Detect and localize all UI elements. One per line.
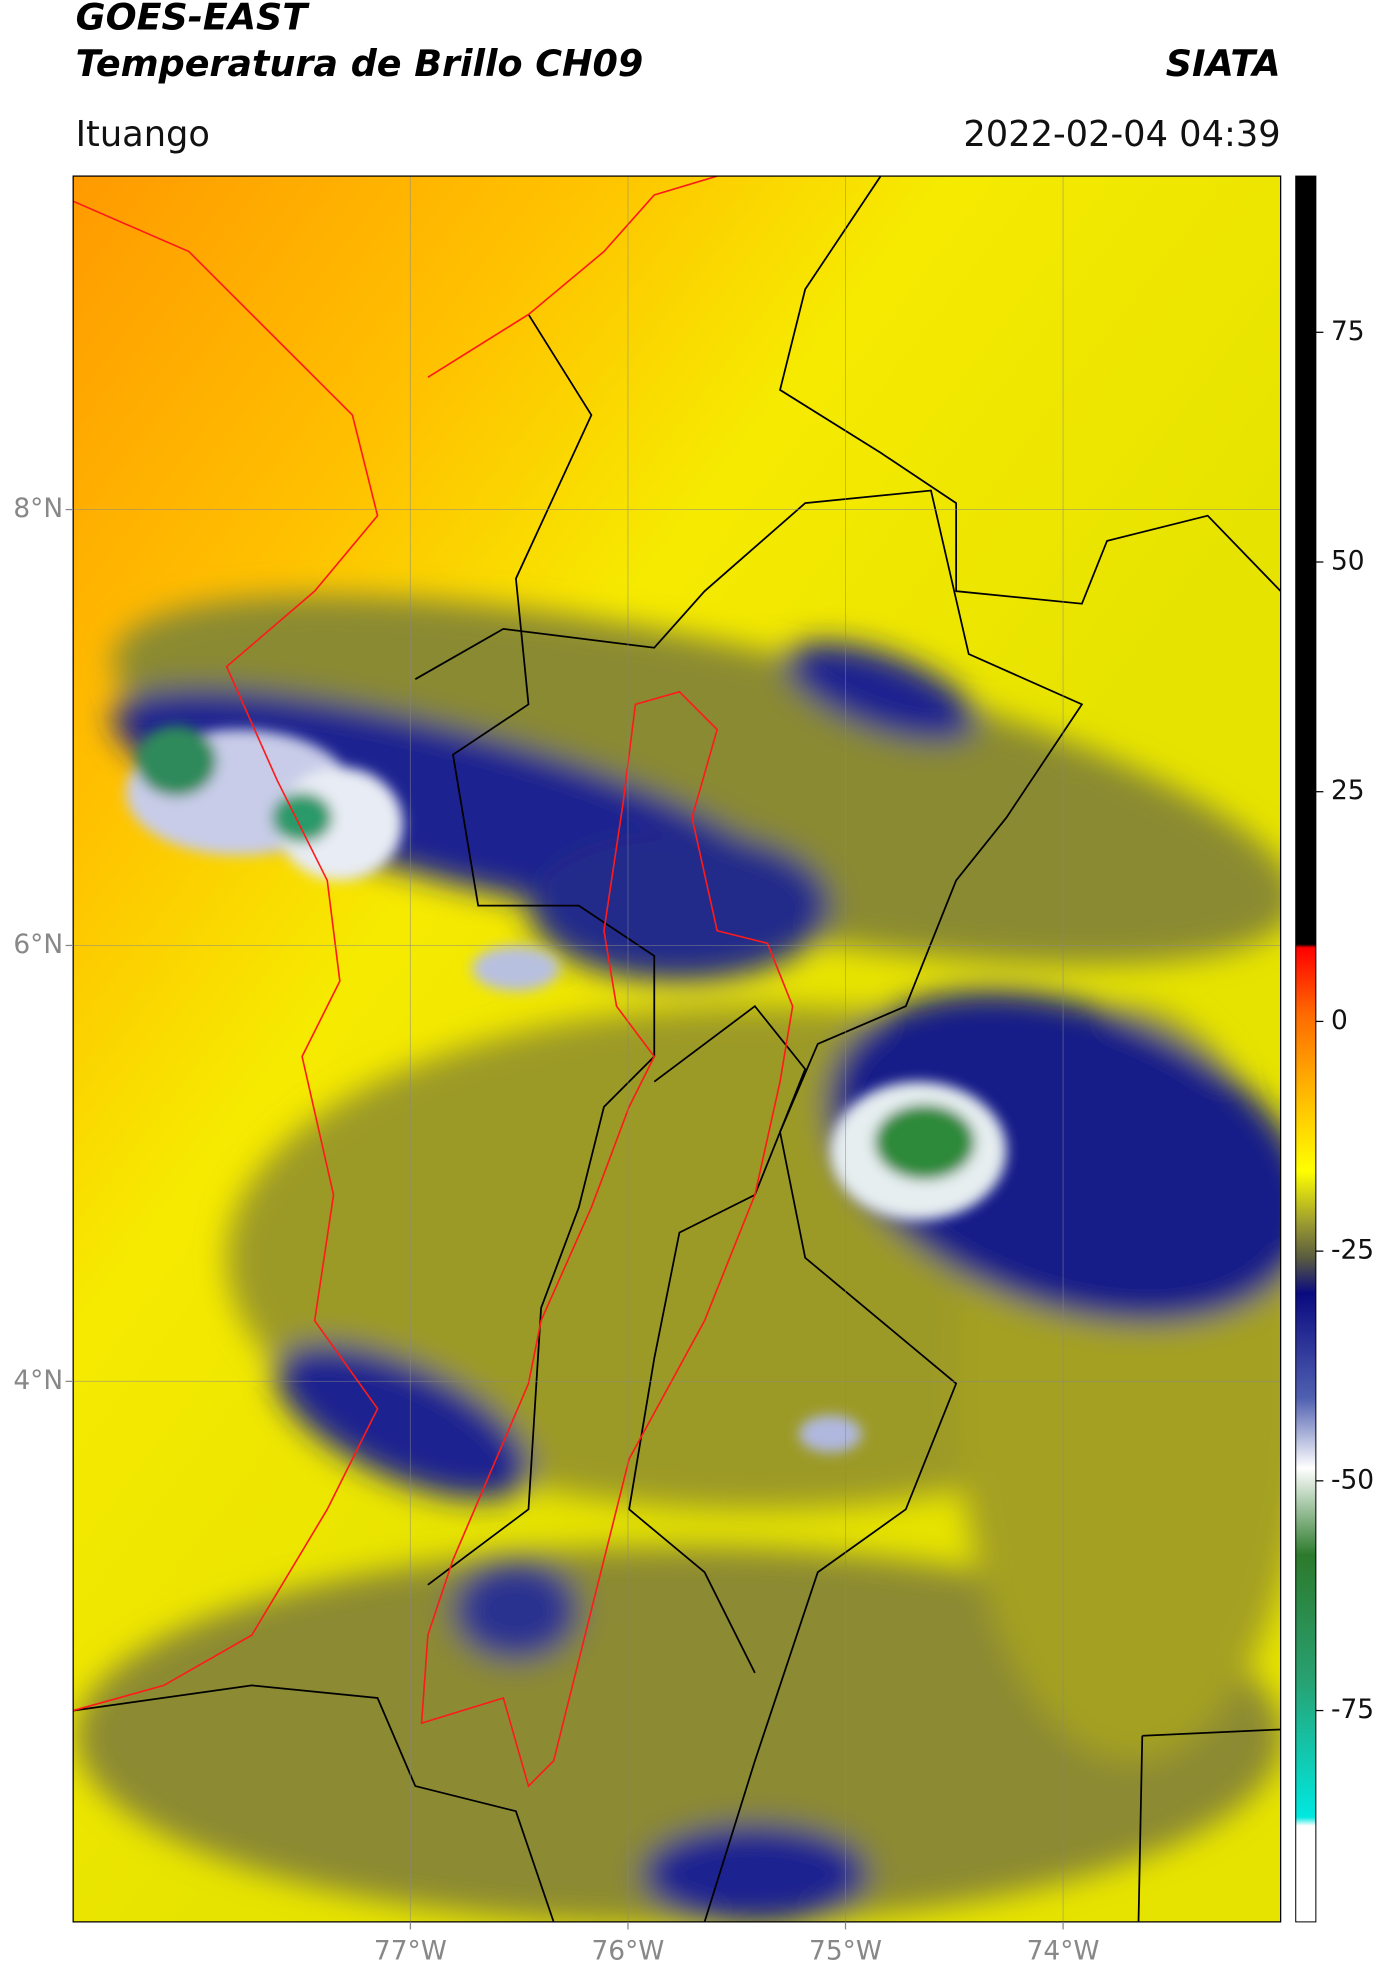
colorbar-tick-label: -50 — [1331, 1464, 1374, 1495]
x-tick-label: 74°W — [1027, 1936, 1100, 1967]
datetime: 2022-02-04 04:39 — [963, 114, 1280, 155]
colorbar-tick-label: 50 — [1331, 546, 1365, 577]
colorbar-tick-label: 75 — [1331, 316, 1365, 347]
x-tick-label: 75°W — [809, 1936, 882, 1967]
colorbar-tick-label: -75 — [1331, 1694, 1374, 1725]
y-tick-label: 8°N — [13, 493, 63, 524]
region: Ituango — [76, 114, 210, 155]
y-tick-label: 6°N — [13, 929, 63, 960]
map — [73, 176, 1281, 1922]
title: GOES-EAST — [76, 0, 311, 38]
colorbar — [1295, 175, 1317, 1923]
y-tick-label: 4°N — [13, 1365, 63, 1396]
colorbar-tick-label: 0 — [1331, 1005, 1348, 1036]
map-frame — [72, 175, 1282, 1923]
cloud-field — [75, 595, 1281, 1922]
colorbar-tick-label: -25 — [1331, 1235, 1374, 1266]
cold-tops — [126, 725, 1007, 1453]
x-tick-label: 76°W — [591, 1936, 664, 1967]
graticule — [73, 176, 1281, 1922]
borders — [73, 176, 1281, 1922]
x-tick-label: 77°W — [374, 1936, 447, 1967]
subtitle: Temperatura de Brillo CH09 — [76, 42, 644, 85]
colorbar-tick-label: 25 — [1331, 775, 1365, 806]
coastline — [73, 176, 794, 1788]
organization: SIATA — [1166, 42, 1281, 85]
